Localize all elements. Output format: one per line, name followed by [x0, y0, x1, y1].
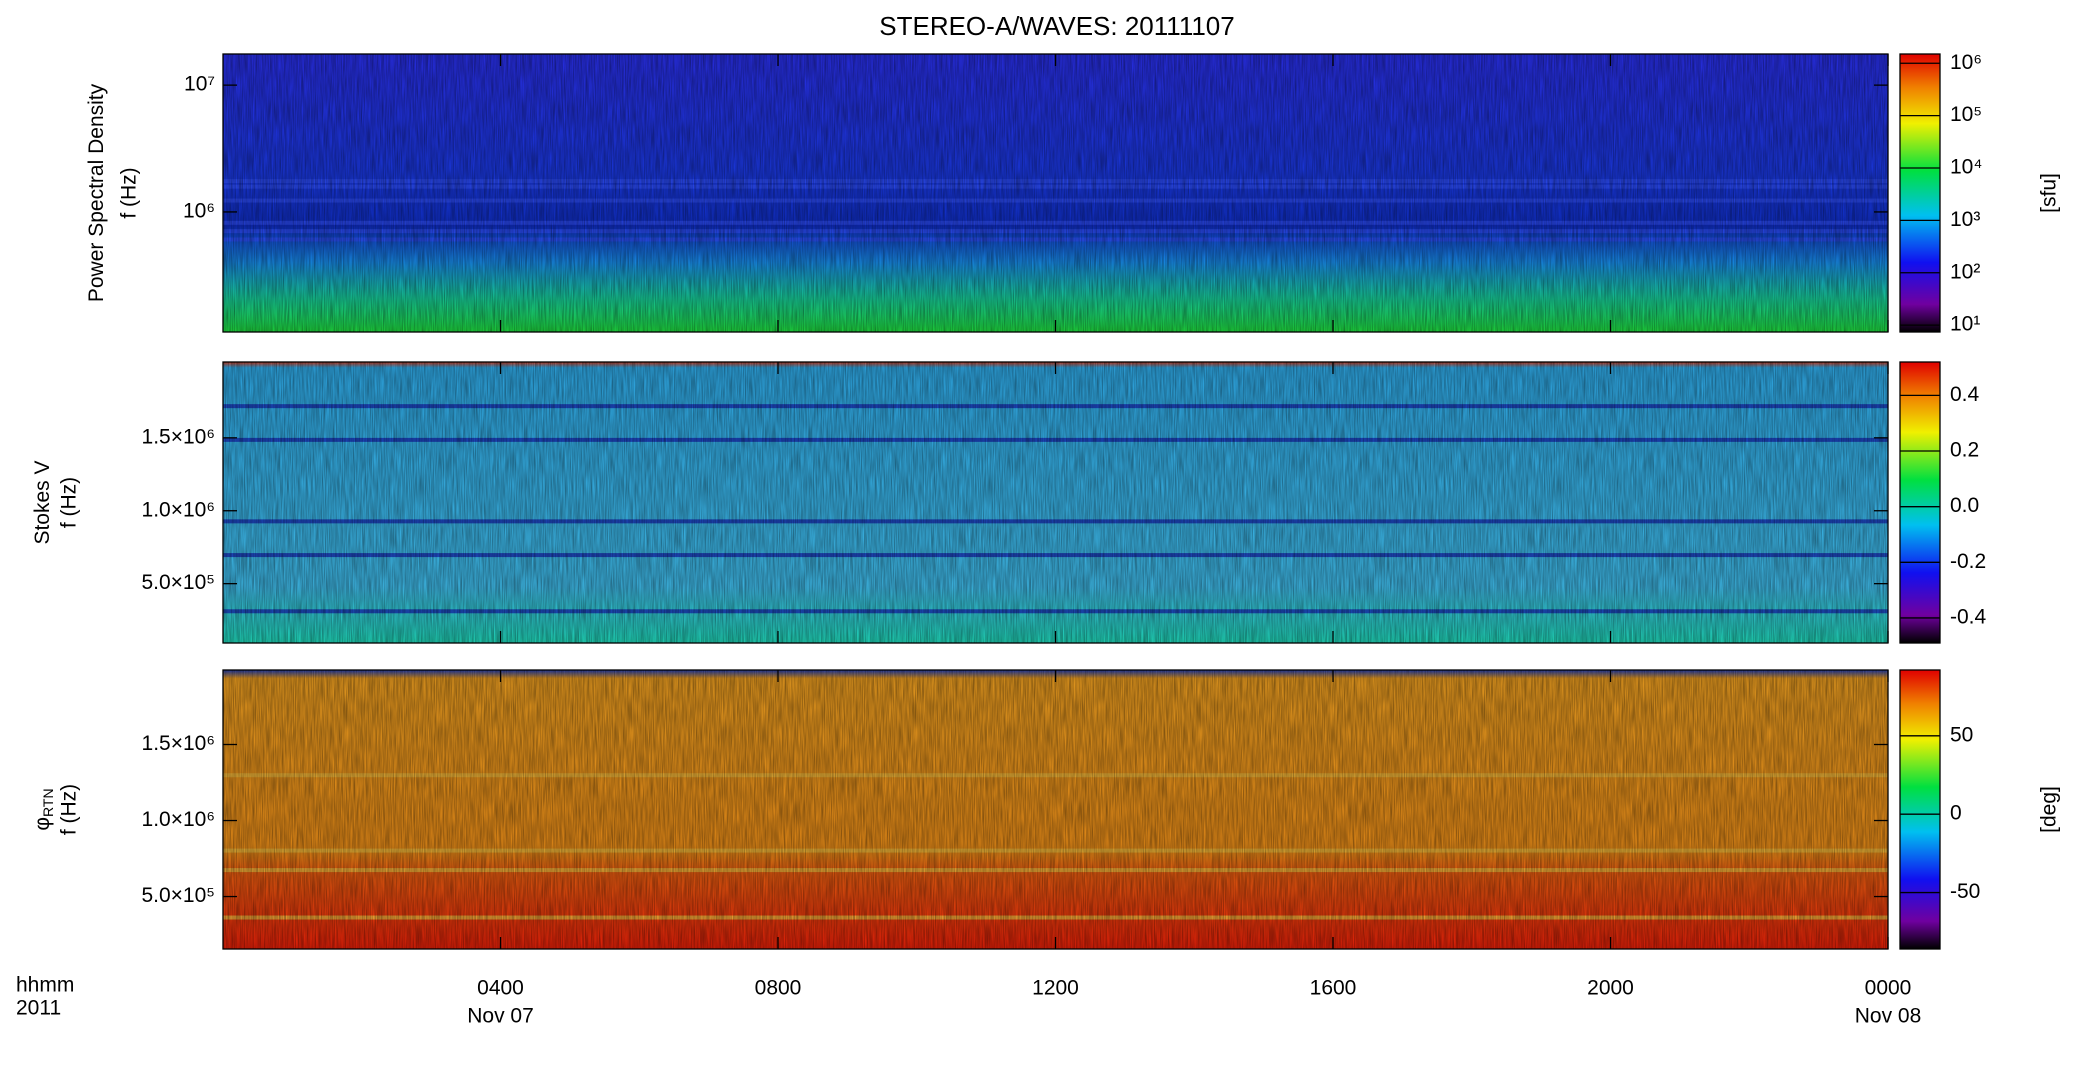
- colorbar-tick-label: 0.4: [1950, 383, 1980, 406]
- x-units: hhmm: [16, 974, 74, 997]
- colorbar-tick-label: 10³: [1950, 208, 1980, 231]
- y-tick-label: 5.0×10⁵: [141, 884, 215, 907]
- y-axis-unit-label: f (Hz): [118, 167, 141, 218]
- colorbar-tick-label: -0.2: [1950, 550, 1986, 573]
- x-tick-label: 0800: [755, 977, 802, 1000]
- colorbar: [1899, 53, 1941, 333]
- x-date-label: Nov 08: [1855, 1005, 1922, 1028]
- colorbar-tick-label: 50: [1950, 723, 1973, 746]
- y-tick-label: 1.0×10⁶: [142, 808, 215, 831]
- y-tick-label: 10⁶: [183, 199, 215, 222]
- y-tick-label: 1.0×10⁶: [142, 498, 215, 521]
- x-tick-label: 1200: [1032, 977, 1079, 1000]
- colorbar-tick-label: 10⁶: [1950, 51, 1982, 74]
- y-axis-unit-label: f (Hz): [58, 784, 81, 835]
- colorbar: [1899, 361, 1941, 644]
- y-axis-label: φRTN: [31, 788, 56, 830]
- y-tick-label: 1.5×10⁶: [142, 732, 215, 755]
- chart-title: STEREO-A/WAVES: 20111107: [879, 11, 1234, 41]
- y-axis-label: Power Spectral Density: [85, 83, 108, 302]
- colorbar-tick-label: -50: [1950, 880, 1980, 903]
- colorbar-tick-label: 10⁵: [1950, 103, 1982, 126]
- colorbar-label: [sfu]: [2038, 173, 2061, 213]
- colorbar-tick-label: 0: [1950, 802, 1962, 825]
- spectrogram-noise: [223, 54, 1888, 332]
- colorbar-tick-label: 10¹: [1950, 313, 1980, 336]
- x-year: 2011: [16, 997, 61, 1020]
- x-tick-label: 0000: [1865, 977, 1912, 1000]
- colorbar-tick-label: 10⁴: [1950, 156, 1982, 179]
- y-tick-label: 10⁷: [184, 73, 215, 96]
- colorbar-tick-label: 10²: [1950, 260, 1980, 283]
- y-tick-label: 5.0×10⁵: [141, 571, 215, 594]
- y-axis-unit-label: f (Hz): [58, 477, 81, 528]
- colorbar-tick-label: 0.0: [1950, 494, 1979, 517]
- spectrogram-noise: [223, 362, 1888, 643]
- x-tick-label: 1600: [1310, 977, 1357, 1000]
- y-axis-label-text: φ: [31, 817, 54, 831]
- colorbar-tick-label: -0.4: [1950, 606, 1987, 629]
- y-axis-label-text: Stokes V: [31, 460, 54, 544]
- x-tick-label: 0400: [477, 977, 524, 1000]
- y-axis-label-text: Power Spectral Density: [85, 83, 108, 302]
- x-date-label: Nov 07: [467, 1005, 534, 1028]
- y-axis-label: Stokes V: [31, 460, 54, 544]
- spectrogram-noise: [223, 670, 1888, 949]
- colorbar: [1899, 669, 1941, 950]
- colorbar-label: [deg]: [2038, 786, 2061, 833]
- colorbar-tick-label: 0.2: [1950, 439, 1979, 462]
- x-tick-label: 2000: [1587, 977, 1634, 1000]
- y-axis-label-sub: RTN: [40, 788, 56, 817]
- y-tick-label: 1.5×10⁶: [142, 425, 215, 448]
